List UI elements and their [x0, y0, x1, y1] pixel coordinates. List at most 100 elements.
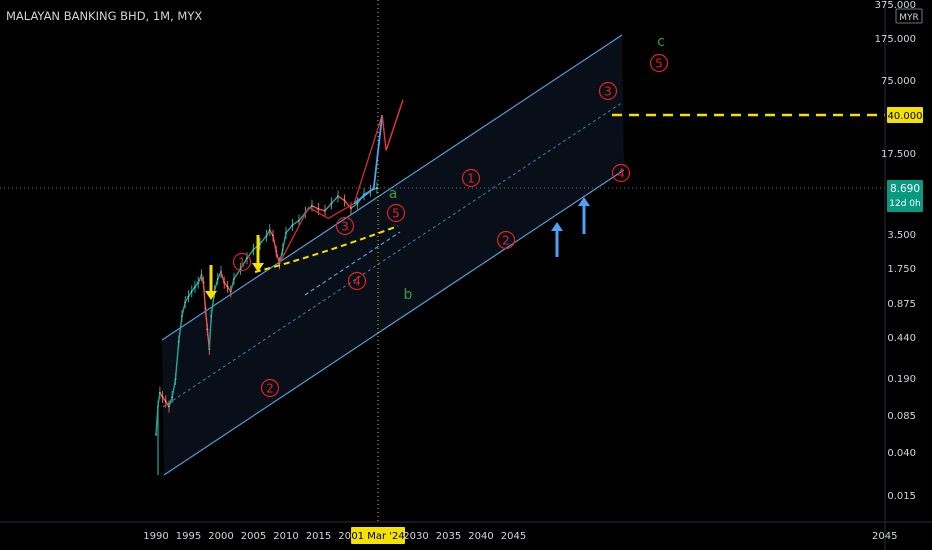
chart-title: MALAYAN BANKING BHD, 1M, MYX [6, 9, 202, 23]
inner-dashed-line[interactable] [304, 231, 401, 296]
x-tick-label: 1995 [176, 531, 201, 542]
channel-lower-line[interactable] [163, 169, 625, 476]
wave-circle-5-primary: 5 [386, 203, 406, 223]
y-tick-label: 0.875 [887, 299, 916, 310]
wave-circle-1-secondary: 1 [461, 168, 481, 188]
price-segment [168, 396, 173, 407]
price-segment [165, 401, 170, 407]
wave-circle-2-primary-text: 2 [266, 382, 274, 396]
x-tick-label: 2015 [306, 531, 331, 542]
y-tick-label: 0.440 [887, 333, 916, 344]
forecast-red-path[interactable] [381, 99, 404, 151]
x-tick-label: 2000 [208, 531, 233, 542]
price-segment [171, 378, 177, 398]
wave-circle-2-secondary-text: 2 [502, 234, 510, 248]
price-segment [197, 275, 203, 283]
price-segment [181, 301, 186, 316]
wave-circle-4-primary: 4 [347, 271, 367, 291]
current-price-text: 8.690 [890, 183, 920, 195]
price-segment [174, 341, 180, 380]
y-tick-label: 17.500 [881, 149, 916, 160]
price-segment [178, 315, 183, 342]
x-tick-label: 1990 [143, 531, 168, 542]
x-tick-label: 2005 [241, 531, 266, 542]
y-tick-label: 375.000 [875, 0, 916, 11]
channel-fill [162, 35, 624, 475]
wave-circle-3-secondary-text: 3 [604, 85, 612, 99]
target-price-badge: 40.000 [887, 107, 923, 123]
wave-circle-4-secondary: 4 [611, 163, 631, 183]
price-segment [191, 286, 196, 292]
price-segment [217, 271, 222, 280]
price-segment [298, 212, 307, 221]
forecast-blue-path[interactable] [353, 114, 384, 205]
price-segment [226, 286, 232, 292]
price-segment [292, 219, 300, 226]
price-segment [318, 208, 326, 212]
date-badge-text: 01 Mar '24 [351, 531, 404, 542]
x-tick-label: 2020 [338, 531, 363, 542]
price-segment [285, 224, 294, 234]
price-segment [343, 199, 352, 209]
wave-circle-3-secondary: 3 [598, 81, 618, 101]
wave-circle-4-primary-text: 4 [353, 275, 361, 289]
yellow-down-arrow-1997 [252, 235, 264, 272]
wave-circle-2-primary: 2 [260, 378, 280, 398]
y-tick-label: 0.040 [887, 448, 916, 459]
price-segment [184, 296, 190, 303]
countdown-text: 12d 0h [889, 199, 920, 209]
wave-circle-4-secondary-text: 4 [617, 167, 625, 181]
wave-circle-3-primary: 3 [335, 216, 355, 236]
y-tick-label: 0.015 [887, 491, 916, 502]
wave-path-line[interactable] [278, 114, 383, 264]
price-segment [275, 251, 281, 264]
x-tick-label: 2010 [273, 531, 298, 542]
channel-mid-line[interactable] [162, 101, 624, 408]
price-segment [350, 202, 358, 209]
wave-circle-1-secondary-text: 1 [467, 172, 475, 186]
price-segment [324, 202, 333, 212]
price-segment [269, 229, 274, 237]
x-tick-label: 2035 [436, 531, 461, 542]
yellow-resistance-dashed[interactable] [254, 225, 399, 273]
x-tick-label: 2045 [501, 531, 526, 542]
wave-circle-1-primary: 1 [232, 252, 252, 272]
price-segment [272, 235, 277, 252]
price-segment [259, 235, 268, 245]
wave-circle-5-secondary-text: 5 [655, 57, 663, 71]
wave-letter-c: c [657, 34, 665, 50]
target-price-text: 40.000 [888, 111, 923, 122]
price-segment [187, 291, 193, 297]
y-tick-label: 75.000 [881, 76, 916, 87]
wave-circle-5-primary-text: 5 [392, 207, 400, 221]
price-segment [330, 195, 339, 204]
y-tick-label: 3.500 [887, 230, 916, 241]
price-segment [337, 195, 345, 202]
wave-letter-b: b [404, 287, 413, 303]
blue-up-arrow-2020 [551, 222, 563, 257]
x-tick-label-clipped: 2045 [872, 531, 897, 542]
y-tick-label: 1.750 [887, 264, 916, 275]
price-segment [239, 257, 248, 270]
blue-up-arrow-2022 [578, 197, 590, 234]
wave-circle-5-secondary: 5 [649, 53, 669, 73]
price-segment [230, 278, 235, 292]
price-segment [265, 229, 271, 237]
price-segment [213, 278, 219, 292]
wave-circle-3-primary-text: 3 [341, 220, 349, 234]
currency-box[interactable]: MYR [895, 8, 923, 24]
y-tick-label: 0.190 [887, 374, 916, 385]
wave-circle-1-primary-text: 1 [238, 256, 246, 270]
yellow-down-arrow-1995 [205, 265, 217, 300]
date-badge: 01 Mar '24 [351, 527, 406, 544]
channel-upper-line[interactable] [161, 34, 623, 341]
current-price-badge: 8.690 12d 0h [887, 180, 923, 212]
y-tick-label: 175.000 [875, 34, 916, 45]
wave-letter-a: a [389, 186, 398, 202]
currency-label: MYR [899, 13, 919, 23]
price-segment [311, 205, 319, 210]
price-segment [282, 232, 287, 250]
x-tick-label: 2040 [468, 531, 493, 542]
